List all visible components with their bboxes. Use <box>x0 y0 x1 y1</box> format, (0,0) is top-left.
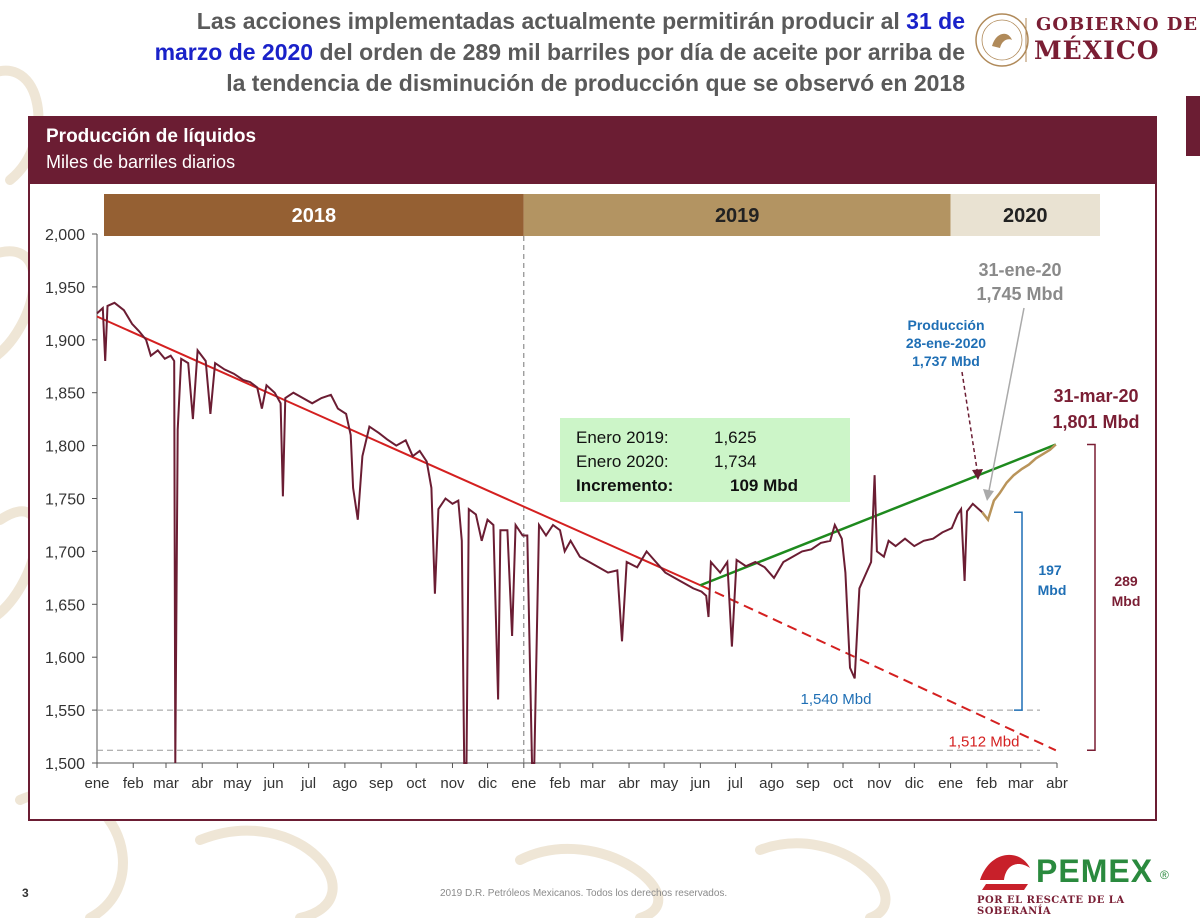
y-tick-label: 1,800 <box>45 439 85 456</box>
x-tick-label: sep <box>369 775 393 792</box>
info-row3-value: 109 Mbd <box>730 476 798 495</box>
x-tick-label: feb <box>976 775 997 792</box>
x-tick-label: jul <box>727 775 743 792</box>
trend-decline-projection-line <box>699 584 1057 752</box>
x-tick-label: feb <box>123 775 144 792</box>
gray-date-arrowhead <box>983 489 994 501</box>
gob-line-2: MÉXICO <box>1034 36 1160 65</box>
blue-prod-arrowhead <box>972 469 983 480</box>
title-part-2: del orden de 289 mil barriles por día de… <box>313 39 965 65</box>
side-tab <box>1186 96 1200 156</box>
year-band-label-2019: 2019 <box>715 205 760 227</box>
y-tick-label: 1,900 <box>45 333 85 350</box>
x-tick-label: ene <box>938 775 963 792</box>
x-tick-label: abr <box>618 775 640 792</box>
gob-line-1: GOBIERNO DE <box>1036 14 1199 35</box>
gray-date-line2: 1,745 Mbd <box>976 284 1063 304</box>
pemex-registered: ® <box>1160 868 1169 882</box>
x-tick-label: oct <box>833 775 854 792</box>
info-box <box>560 418 850 502</box>
y-tick-label: 1,550 <box>45 703 85 720</box>
year-band-2019 <box>523 194 951 236</box>
x-tick-label: jul <box>300 775 316 792</box>
x-tick-label: jun <box>689 775 710 792</box>
blue-gap-bracket <box>1014 511 1023 711</box>
x-tick-label: nov <box>440 775 465 792</box>
x-tick-label: ene <box>84 775 109 792</box>
x-tick-label: abr <box>191 775 213 792</box>
x-tick-label: ene <box>511 775 536 792</box>
x-tick-label: nov <box>867 775 892 792</box>
production-series-line <box>96 301 983 764</box>
red-gap-line1: 289 <box>1114 573 1138 589</box>
x-tick-label: mar <box>580 775 606 792</box>
red-gap-bracket <box>1087 443 1096 752</box>
x-tick-label: ago <box>759 775 784 792</box>
year-band-2018 <box>104 194 524 236</box>
slide-title: Las acciones implementadas actualmente p… <box>95 6 965 99</box>
y-tick-label: 1,600 <box>45 650 85 667</box>
red-target-line2: 1,801 Mbd <box>1052 412 1139 432</box>
blue-gap-line1: 197 <box>1038 562 1062 578</box>
gray-date-pointer <box>987 307 1025 497</box>
blue-prod-line1: Producción <box>907 317 984 333</box>
x-tick-label: dic <box>905 775 925 792</box>
y-tick-label: 2,000 <box>45 227 85 244</box>
info-row2-label: Enero 2020: <box>576 452 669 471</box>
red-gap-line2: Mbd <box>1112 593 1141 609</box>
red-target-line1: 31-mar-20 <box>1053 386 1138 406</box>
x-tick-label: sep <box>796 775 820 792</box>
title-part-1: Las acciones implementadas actualmente p… <box>196 8 907 34</box>
title-part-3: la tendencia de disminución de producció… <box>226 70 965 96</box>
projection-series-line <box>981 443 1057 523</box>
blue-prod-line2: 28-ene-2020 <box>906 335 986 351</box>
y-tick-label: 1,850 <box>45 386 85 403</box>
page-number: 3 <box>22 886 29 900</box>
x-tick-label: mar <box>1008 775 1034 792</box>
gray-date-line1: 31-ene-20 <box>978 260 1061 280</box>
title-highlight-1: 31 de <box>906 8 965 34</box>
blue-gap-line2: Mbd <box>1038 582 1067 598</box>
x-tick-label: mar <box>153 775 179 792</box>
panel-title: Producción de líquidos <box>46 126 257 147</box>
trend-growth-line <box>699 443 1057 587</box>
pemex-wordmark: PEMEX <box>1036 853 1154 889</box>
panel-header <box>28 116 1157 184</box>
blue-prod-pointer <box>961 371 979 477</box>
year-band-label-2018: 2018 <box>292 205 337 227</box>
panel-subtitle: Miles de barriles diarios <box>46 152 236 172</box>
x-tick-label: feb <box>550 775 571 792</box>
y-tick-label: 1,500 <box>45 756 85 773</box>
x-tick-label: may <box>223 775 252 792</box>
info-row1-value: 1,625 <box>714 428 757 447</box>
mexico-seal-icon <box>975 13 1029 67</box>
x-tick-label: ago <box>332 775 357 792</box>
year-band-label-2020: 2020 <box>1003 205 1048 227</box>
copyright-text: 2019 D.R. Petróleos Mexicanos. Todos los… <box>440 888 728 899</box>
blue-prod-line3: 1,737 Mbd <box>912 353 980 369</box>
x-tick-label: oct <box>406 775 427 792</box>
x-tick-label: may <box>650 775 679 792</box>
y-tick-label: 1,950 <box>45 280 85 297</box>
y-tick-label: 1,650 <box>45 597 85 614</box>
y-tick-label: 1,750 <box>45 492 85 509</box>
info-row2-value: 1,734 <box>714 452 757 471</box>
x-tick-label: abr <box>1046 775 1068 792</box>
x-tick-label: dic <box>478 775 498 792</box>
reference-label-1540: 1,540 Mbd <box>801 691 872 708</box>
pemex-slogan: POR EL RESCATE DE LA SOBERANÍA <box>977 895 1125 917</box>
pemex-logo-icon <box>980 854 1030 890</box>
info-row3-label: Incremento: <box>576 476 673 495</box>
info-row1-label: Enero 2019: <box>576 428 669 447</box>
title-highlight-2: marzo de 2020 <box>154 39 314 65</box>
year-band-2020 <box>950 194 1100 236</box>
y-tick-label: 1,700 <box>45 544 85 561</box>
x-tick-label: jun <box>263 775 284 792</box>
reference-label-1512: 1,512 Mbd <box>949 733 1020 750</box>
